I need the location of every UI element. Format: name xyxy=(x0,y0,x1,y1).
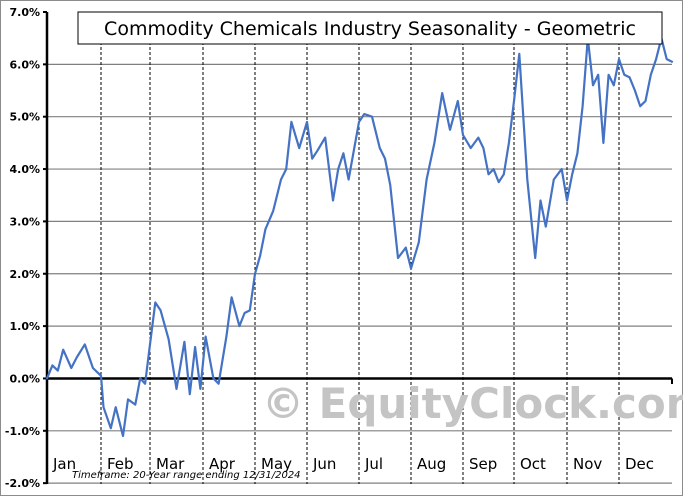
y-tick-label: 7.0% xyxy=(9,6,40,19)
y-tick-label: 5.0% xyxy=(9,111,40,124)
y-tick-label: 0.0% xyxy=(9,372,40,385)
y-tick-label: -1.0% xyxy=(5,425,40,438)
x-month-label: Nov xyxy=(573,455,602,473)
timeframe-note: Timeframe: 20-Year range ending 12/31/20… xyxy=(72,470,301,481)
y-tick-label: 1.0% xyxy=(9,320,40,333)
x-month-label: Apr xyxy=(209,455,236,473)
x-month-label: Jun xyxy=(312,455,336,473)
x-month-label: Oct xyxy=(520,455,546,473)
y-tick-label: 6.0% xyxy=(9,58,40,71)
y-axis-ticks: 7.0% 6.0% 5.0% 4.0% 3.0% 2.0% 1.0% 0.0% -1.0% -2.… xyxy=(5,6,47,490)
month-dividers xyxy=(100,12,620,484)
x-month-label: Aug xyxy=(417,455,446,473)
y-tick-label: 3.0% xyxy=(9,215,40,228)
title-box xyxy=(77,11,663,45)
y-tick-label: 4.0% xyxy=(9,163,40,176)
x-month-label: Mar xyxy=(156,455,185,473)
x-month-label: Jul xyxy=(364,455,383,473)
x-month-label: Jan xyxy=(52,455,76,473)
x-month-label: Feb xyxy=(107,455,134,473)
y-tick-label: 2.0% xyxy=(9,268,40,281)
y-tick-label: -2.0% xyxy=(5,477,40,490)
watermark: © EquityClock.com xyxy=(262,379,683,428)
x-month-label: May xyxy=(261,455,292,473)
x-axis-month-labels: Jan Feb Mar Apr May Jun Jul Aug Sep Oct Nov Dec xyxy=(52,455,654,473)
x-month-label: Dec xyxy=(625,455,654,473)
chart-title: Commodity Chemicals Industry Seasonality… xyxy=(104,18,636,40)
seasonality-line xyxy=(45,37,674,438)
x-month-label: Sep xyxy=(469,455,497,473)
